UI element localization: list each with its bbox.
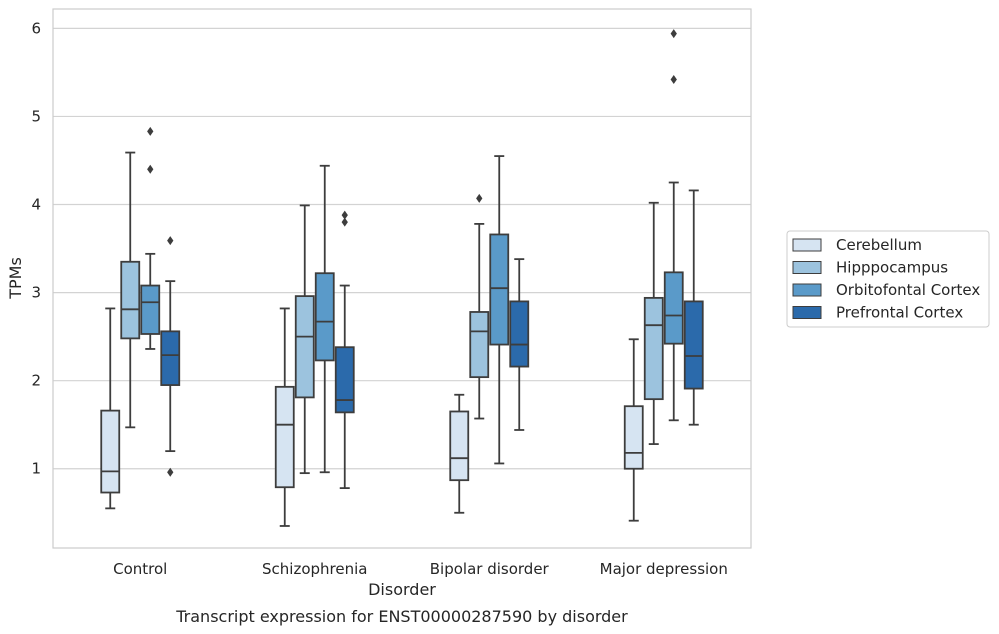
legend-frame	[786, 230, 990, 328]
box-iqr	[334, 346, 355, 414]
box	[120, 151, 141, 429]
plot-area-frame	[52, 8, 752, 549]
box	[160, 236, 181, 477]
x-axis-label: Disorder	[368, 580, 436, 599]
y-tick-label: 6	[31, 19, 41, 37]
legend-swatch	[792, 283, 822, 297]
x-tick-label: Bipolar disorder	[430, 560, 550, 578]
outlier-point	[147, 164, 154, 174]
box-iqr	[274, 385, 295, 489]
outlier-point	[670, 29, 677, 39]
box-iqr	[120, 260, 141, 340]
y-tick-label: 3	[31, 284, 41, 302]
y-tick-label: 4	[31, 196, 41, 214]
box-series-orbitofontal-cortex	[140, 29, 684, 474]
box	[100, 307, 121, 510]
box-series-cerebellum	[100, 307, 644, 527]
box	[449, 393, 470, 514]
outlier-point	[341, 210, 348, 220]
box-series-prefrontal-cortex	[160, 189, 704, 490]
gridlines	[53, 27, 751, 470]
box	[314, 164, 335, 474]
legend-label: Cerebellum	[836, 236, 922, 254]
y-tick-label: 5	[31, 107, 41, 125]
box	[489, 155, 510, 465]
outlier-point	[341, 217, 348, 227]
box	[334, 210, 355, 490]
legend-items: Cerebellum Hipppocampus Orbitofontal Corte…	[792, 236, 980, 322]
legend-label: Hipppocampus	[836, 259, 948, 277]
y-tick-label: 2	[31, 372, 41, 390]
box-iqr	[314, 272, 335, 362]
x-tick-label: Major depression	[600, 560, 728, 578]
box	[683, 189, 704, 426]
box-iqr	[100, 409, 121, 494]
box	[294, 204, 315, 475]
box-iqr	[140, 284, 161, 335]
y-axis-ticks: 1 2 3 4 5 6	[31, 19, 41, 477]
y-tick-label: 1	[31, 460, 41, 478]
x-axis-ticks: Control Schizophrenia Bipolar disorder Majo…	[113, 560, 728, 578]
box-iqr	[623, 405, 644, 470]
box-series-hipppocampus	[120, 151, 664, 475]
box	[469, 193, 490, 420]
legend: Cerebellum Hipppocampus Orbitofontal Corte…	[786, 230, 990, 328]
box-iqr	[683, 300, 704, 390]
box	[509, 258, 530, 431]
outlier-point	[167, 467, 174, 477]
outlier-point	[147, 126, 154, 136]
x-tick-label: Control	[113, 560, 167, 578]
outlier-point	[476, 193, 483, 203]
legend-swatch	[792, 306, 822, 319]
box-iqr	[160, 330, 181, 386]
box-series	[100, 29, 704, 527]
box-iqr	[469, 311, 490, 379]
box-iqr	[294, 295, 315, 399]
box-iqr	[509, 300, 530, 368]
box	[643, 201, 664, 445]
box-iqr	[449, 410, 470, 482]
box	[274, 307, 295, 527]
box-iqr	[643, 296, 664, 401]
x-tick-label: Schizophrenia	[262, 560, 367, 578]
outlier-point	[167, 236, 174, 246]
outlier-point	[670, 74, 677, 84]
legend-label: Prefrontal Cortex	[836, 304, 963, 322]
box-iqr	[663, 271, 684, 345]
box-iqr	[489, 233, 510, 346]
legend-label: Orbitofontal Cortex	[836, 281, 980, 299]
chart-caption: Transcript expression for ENST0000028759…	[175, 607, 628, 626]
legend-swatch	[792, 238, 822, 252]
box	[663, 29, 684, 422]
box	[140, 126, 161, 350]
box	[623, 338, 644, 522]
legend-swatch	[792, 261, 822, 274]
y-axis-label: TPMs	[6, 257, 25, 300]
